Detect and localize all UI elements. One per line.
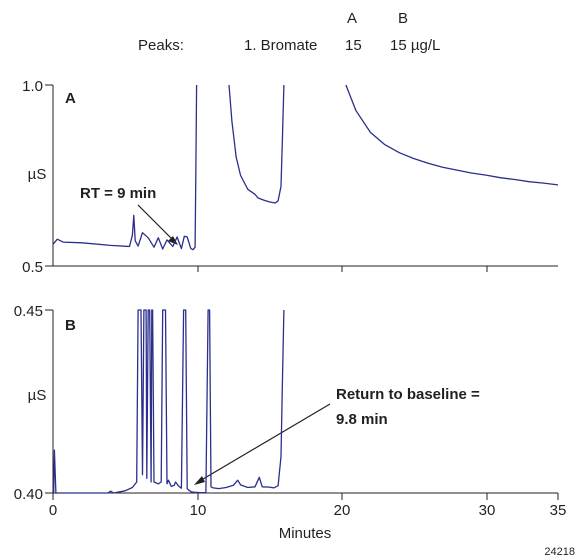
traces-a [52, 84, 559, 251]
peaks-label: Peaks: [138, 37, 184, 54]
column-a-header: A [347, 10, 357, 27]
y-tick-label-a-bottom: 0.5 [22, 259, 43, 276]
chromatogram-trace-a-0 [52, 84, 198, 251]
chart-panel-b: 0.45 0.40 µS B 0 10 20 30 35 Minutes Ret… [14, 303, 567, 542]
chart-panel-a: 1.0 0.5 µS A RT = 9 min [22, 78, 559, 276]
annotation-b: Return to baseline = 9.8 min [336, 386, 480, 428]
annotation-b-arrowhead [194, 476, 205, 485]
annotation-a-arrow [137, 204, 176, 243]
traces-b [53, 309, 285, 494]
chromatogram-trace-a-1 [228, 84, 285, 204]
figure-id: 24218 [544, 546, 575, 558]
chromatogram-trace-a-2 [345, 84, 559, 186]
column-b-header: B [398, 10, 408, 27]
y-axis-label-b: µS [28, 387, 47, 404]
y-tick-label-b-top: 0.45 [14, 303, 43, 320]
peak-1-name: 1. Bromate [244, 37, 317, 54]
x-tick-label-20: 20 [334, 502, 351, 519]
x-tick-label-10: 10 [190, 502, 207, 519]
annotation-a: RT = 9 min [80, 185, 156, 202]
chromatogram-trace-b-0 [53, 309, 285, 494]
x-tick-label-30: 30 [479, 502, 496, 519]
peak-1-value-a: 15 [345, 37, 362, 54]
x-tick-label-35: 35 [550, 502, 567, 519]
x-tick-label-0: 0 [49, 502, 57, 519]
y-axis-label-a: µS [28, 166, 47, 183]
annotation-a-arrowhead [168, 236, 178, 245]
panel-label-a: A [65, 90, 76, 107]
panel-label-b: B [65, 317, 76, 334]
annotation-b-arrow [197, 403, 331, 483]
annotation-b-line: 9.8 min [336, 411, 388, 428]
y-tick-label-b-bottom: 0.40 [14, 486, 43, 503]
annotation-b-line: Return to baseline = [336, 386, 480, 403]
peak-1-value-b: 15 µg/L [390, 37, 440, 54]
y-tick-label-a-top: 1.0 [22, 78, 43, 95]
x-axis-label: Minutes [279, 525, 332, 542]
